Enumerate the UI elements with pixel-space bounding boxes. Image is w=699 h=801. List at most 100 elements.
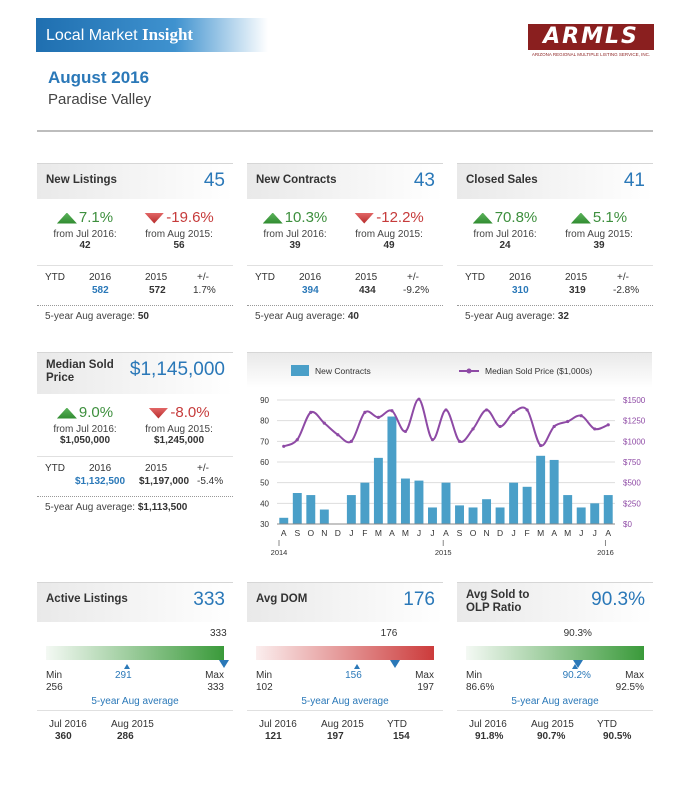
change-percent-value: 7.1% <box>78 209 114 226</box>
sold-to-olp-gauge: Avg Sold to OLP Ratio 90.3% 90.3% 90.2% Min 8… <box>457 582 653 750</box>
x-tick-label: A <box>281 528 287 538</box>
card-value: $1,145,000 <box>129 359 225 380</box>
gauge-value: 90.3% <box>591 589 645 610</box>
ytd-ytd-label: YTD <box>255 272 275 283</box>
gauge-title: Avg Sold to OLP Ratio <box>466 589 530 614</box>
change-label: from Jul 2016: <box>473 229 537 240</box>
bar <box>576 507 586 524</box>
y-right-tick-label: $1000 <box>623 437 646 446</box>
ytd-pm-label: +/- <box>617 272 629 283</box>
arrow-up-icon <box>472 212 493 224</box>
footer-value: 90.7% <box>537 731 566 742</box>
bar <box>455 505 464 524</box>
closed-sales-card: Closed Sales 41 70.8% from Jul 2016: 24 5.1% f… <box>457 163 653 327</box>
y-left-tick-label: 70 <box>260 437 269 446</box>
gauge-header: Avg DOM 176 <box>247 582 443 622</box>
armls-logo: ARMLS ARIZONA REGIONAL MULTIPLE LISTING … <box>528 24 654 57</box>
footer-value: 154 <box>393 731 410 742</box>
change-percent-value: -19.6% <box>166 209 214 226</box>
change-label: from Aug 2015: <box>145 424 213 435</box>
x-tick-label: M <box>375 528 382 538</box>
bar <box>360 482 370 524</box>
gauge-body: 176 156 Min 102 Max 197 5-year Aug average <box>247 622 443 710</box>
line-point <box>593 427 597 431</box>
five-year-average: 5-year Aug average: 50 <box>37 305 233 327</box>
card-header: Median Sold Price $1,145,000 <box>37 352 233 394</box>
change-base-value: 56 <box>173 240 185 251</box>
change-from-prev-year: -8.0% from Aug 2015: $1,245,000 <box>133 404 225 446</box>
ytd-y2-label: 2015 <box>145 463 168 474</box>
logo-text: ARMLS <box>528 24 654 50</box>
x-tick-label: S <box>457 528 463 538</box>
ytd-row: YTD 2016 2015 +/- $1,132,500 $1,197,000 -5.4% <box>37 456 233 496</box>
legend-bar-swatch <box>291 365 309 376</box>
current-marker-icon <box>572 660 583 668</box>
y-right-tick-label: $1500 <box>623 396 646 405</box>
gauge-footer: Jul 2016 91.8% Aug 2015 90.7% YTD 90.5% <box>457 710 653 750</box>
x-tick-label: J <box>417 528 421 538</box>
gauge-min-label: Min <box>466 670 483 681</box>
line-point <box>525 408 529 412</box>
x-tick-label: J <box>579 528 583 538</box>
change-percent: 9.0% <box>39 404 131 421</box>
change-base-value: 49 <box>383 240 395 251</box>
line-point <box>471 427 475 431</box>
change-section: 70.8% from Jul 2016: 24 5.1% from Aug 2015: 3… <box>457 199 653 265</box>
x-tick-label: A <box>389 528 395 538</box>
avg-value: 40 <box>347 311 359 322</box>
footer-value: 360 <box>55 731 72 742</box>
bar <box>400 478 410 524</box>
ytd-y1-label: 2016 <box>509 272 532 283</box>
ytd-row: YTD 2016 2015 +/- 582 572 1.7% <box>37 265 233 305</box>
y-left-tick-label: 40 <box>260 499 269 508</box>
ytd-pm-label: +/- <box>197 463 209 474</box>
arrow-up-icon <box>56 407 77 419</box>
line-point <box>552 424 556 429</box>
gauge-header: Avg Sold to OLP Ratio 90.3% <box>457 582 653 622</box>
ytd-y1-label: 2016 <box>299 272 322 283</box>
chart-legend-band <box>247 352 652 388</box>
line-point <box>430 438 435 442</box>
change-from-prev-month: 10.3% from Jul 2016: 39 <box>249 209 341 251</box>
gauge-title: Active Listings <box>46 593 128 605</box>
gauge-average-value: 156 <box>345 670 362 681</box>
arrow-up-icon <box>570 212 591 224</box>
arrow-down-icon <box>144 212 165 224</box>
y-right-tick-label: $1250 <box>623 417 646 426</box>
new-listings-card: New Listings 45 7.1% from Jul 2016: 42 -19.6%… <box>37 163 233 327</box>
ytd-ytd-label: YTD <box>45 272 65 283</box>
arrow-down-icon <box>148 407 169 419</box>
change-percent: -12.2% <box>343 209 435 226</box>
change-from-prev-month: 9.0% from Jul 2016: $1,050,000 <box>39 404 131 446</box>
x-tick-label: A <box>551 528 557 538</box>
x-tick-label: M <box>402 528 409 538</box>
line-point <box>363 410 367 414</box>
change-label: from Jul 2016: <box>53 424 117 435</box>
line-point <box>403 429 408 434</box>
change-percent-value: 70.8% <box>494 209 538 226</box>
current-marker-icon <box>219 660 229 668</box>
line-point <box>444 408 448 412</box>
median-price-line <box>283 398 609 448</box>
change-percent: -8.0% <box>133 404 225 421</box>
change-label: from Jul 2016: <box>53 229 117 240</box>
change-section: 10.3% from Jul 2016: 39 -12.2% from Aug 2015… <box>247 199 443 265</box>
ytd-y2: 319 <box>569 285 586 296</box>
bar <box>482 499 492 524</box>
gauge-min-value: 102 <box>256 682 273 693</box>
x-tick-label: M <box>537 528 544 538</box>
five-year-average: 5-year Aug average: 40 <box>247 305 443 327</box>
change-base-value: 42 <box>79 240 91 251</box>
y-right-tick-label: $500 <box>623 479 641 488</box>
x-tick-label: J <box>430 528 434 538</box>
line-point <box>376 415 380 419</box>
ytd-y2-label: 2015 <box>145 272 168 283</box>
change-percent-value: 10.3% <box>284 209 328 226</box>
gauge-average-value: 291 <box>114 670 132 681</box>
gauge-max-label: Max <box>625 670 644 681</box>
change-label: from Aug 2015: <box>145 229 213 240</box>
ytd-y1: 394 <box>302 285 319 296</box>
bar <box>292 493 302 524</box>
banner-bold: Insight <box>142 25 194 44</box>
ytd-ytd-label: YTD <box>465 272 485 283</box>
